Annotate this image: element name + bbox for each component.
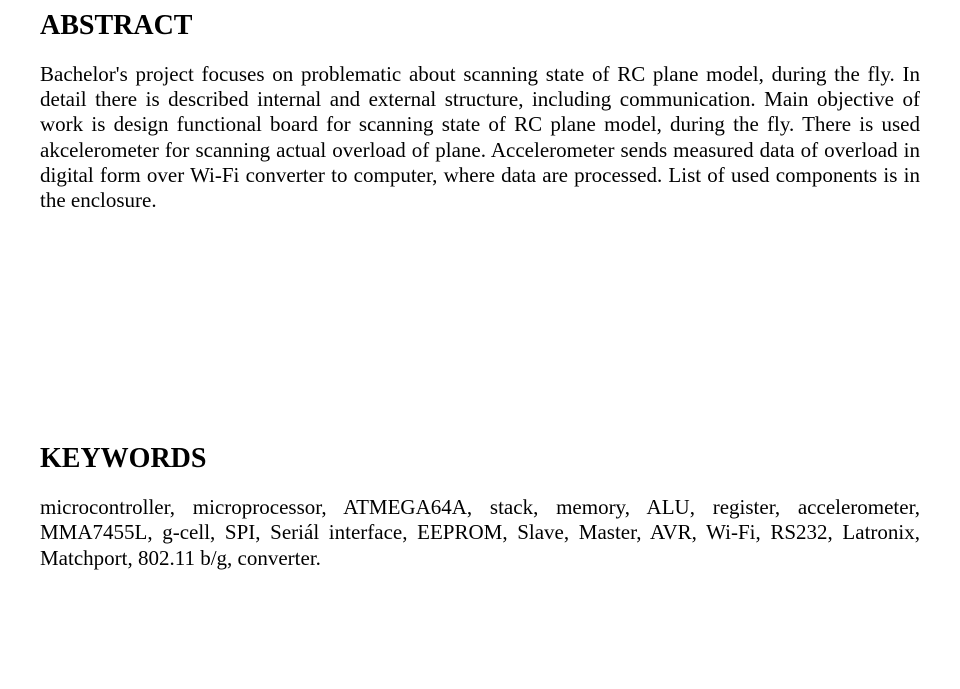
keywords-heading: KEYWORDS bbox=[40, 443, 920, 475]
abstract-heading: ABSTRACT bbox=[40, 10, 920, 42]
document-page: ABSTRACT Bachelor's project focuses on p… bbox=[0, 0, 960, 689]
section-gap bbox=[40, 213, 920, 443]
keywords-body: microcontroller, microprocessor, ATMEGA6… bbox=[40, 495, 920, 571]
abstract-body: Bachelor's project focuses on problemati… bbox=[40, 62, 920, 213]
